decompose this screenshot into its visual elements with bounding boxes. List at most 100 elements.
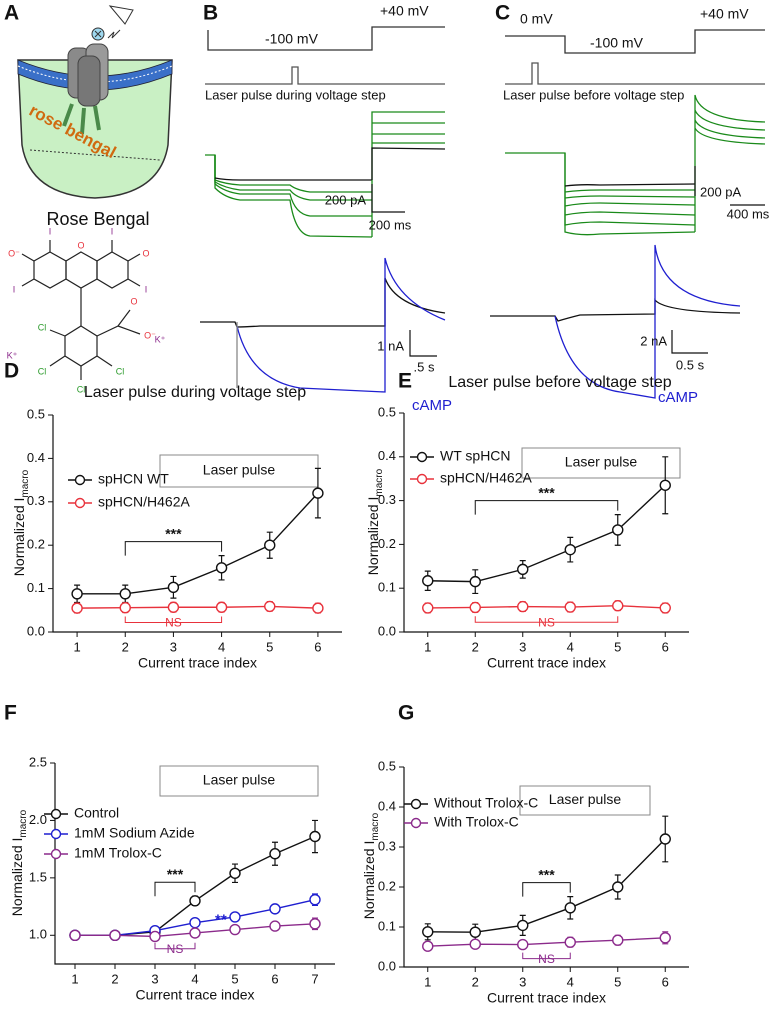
- data-point: [469, 926, 481, 938]
- x-axis-label: Current trace index: [487, 655, 606, 671]
- data-point: [71, 602, 83, 614]
- data-point: [564, 543, 576, 556]
- data-point: [149, 930, 161, 943]
- data-point: [269, 920, 281, 932]
- voltage-label: -100 mV: [265, 31, 319, 47]
- legend-label: spHCN/H462A: [440, 470, 532, 486]
- y-tick-label: 0.3: [378, 838, 396, 853]
- x-tick-label: 6: [662, 974, 669, 989]
- atom-label: I: [111, 226, 114, 236]
- data-point: [309, 918, 321, 930]
- chart-title: Laser pulse before voltage step: [448, 374, 671, 391]
- data-point: [69, 929, 81, 941]
- panel-c-traces: [490, 29, 766, 399]
- series-line: [77, 605, 318, 609]
- data-point: [229, 923, 241, 936]
- axes: [403, 413, 689, 633]
- y-tick-label: 1.0: [29, 927, 47, 942]
- data-point: [564, 601, 576, 613]
- y-axis-label-sub: macro: [370, 812, 381, 840]
- x-tick-label: 5: [231, 971, 238, 986]
- data-point: [264, 600, 276, 613]
- y-axis-label: Normalized Imacro: [361, 812, 381, 919]
- x-tick-label: 7: [311, 971, 318, 986]
- scale-label: 2 nA: [640, 333, 667, 348]
- y-tick-label: 0.3: [27, 493, 45, 508]
- series-line: [427, 937, 666, 947]
- x-tick-label: 3: [519, 974, 526, 989]
- data-point: [612, 934, 624, 946]
- data-point: [119, 601, 131, 614]
- data-point: [312, 487, 324, 499]
- series-line: [77, 492, 319, 595]
- significance-bracket: [474, 500, 619, 515]
- annotation-box: [159, 765, 319, 797]
- significance-bracket: [474, 616, 619, 623]
- data-point: [189, 916, 201, 929]
- data-point: [517, 563, 529, 576]
- cell-diagram: [17, 5, 173, 199]
- laser-label: Laser pulse during voltage step: [205, 87, 386, 102]
- panel-label: A: [4, 2, 19, 25]
- y-axis-label-main: Normalized I: [11, 498, 27, 577]
- data-point: [564, 936, 576, 948]
- y-tick-label: 0.4: [378, 448, 396, 463]
- x-tick-label: 6: [662, 639, 669, 654]
- x-tick-label: 2: [472, 639, 479, 654]
- data-point: [215, 601, 228, 613]
- y-tick-label: 0.0: [27, 623, 45, 638]
- panel-label: E: [398, 370, 412, 393]
- y-tick-label: 0.1: [378, 580, 396, 595]
- x-tick-label: 4: [567, 639, 574, 654]
- scale-label: 400 ms: [727, 206, 770, 221]
- data-point: [309, 893, 321, 906]
- y-tick-label: 0.2: [378, 536, 396, 551]
- significance-bracket: [124, 541, 223, 556]
- x-tick-label: 4: [191, 971, 198, 986]
- y-axis-label: Normalized Imacro: [9, 809, 29, 916]
- data-point: [71, 588, 83, 600]
- data-point: [269, 903, 281, 915]
- scale-label: 1 nA: [377, 338, 404, 353]
- data-point: [659, 602, 671, 614]
- data-point: [119, 588, 131, 600]
- data-point: [659, 479, 671, 491]
- legend-marker: [50, 828, 62, 840]
- data-point: [229, 911, 241, 923]
- data-point: [612, 881, 624, 893]
- x-tick-label: 5: [614, 974, 621, 989]
- voltage-label: +40 mV: [700, 6, 749, 22]
- annotation-box-label: Laser pulse: [203, 772, 276, 788]
- significance-bracket: [154, 942, 196, 950]
- y-axis-label-sub: macro: [20, 469, 31, 497]
- panel-label: D: [4, 360, 19, 383]
- y-axis-label: Normalized Imacro: [11, 469, 31, 576]
- voltage-label: +40 mV: [380, 3, 429, 19]
- significance-label: **: [215, 912, 227, 929]
- y-tick-label: 0.1: [378, 918, 396, 933]
- x-tick-label: 1: [424, 974, 431, 989]
- atom-label: Cl: [77, 384, 86, 394]
- significance-label: ***: [538, 866, 555, 882]
- significance-label: ***: [165, 525, 182, 541]
- significance-bracket: [124, 616, 223, 623]
- y-tick-label: 1.5: [29, 869, 47, 884]
- atom-label: I: [13, 284, 16, 294]
- voltage-label: -100 mV: [590, 35, 644, 51]
- scale-label: 200 pA: [325, 192, 367, 207]
- x-axis-label: Current trace index: [138, 655, 257, 671]
- series-line: [427, 838, 666, 933]
- atom-label: K⁺: [155, 334, 166, 344]
- atom-label: Cl: [38, 322, 47, 332]
- laser-label: Laser pulse before voltage step: [503, 87, 684, 102]
- annotation-box-label: Laser pulse: [203, 462, 276, 478]
- panel-b-traces: [200, 26, 446, 393]
- y-tick-label: 0.5: [378, 404, 396, 419]
- y-tick-label: 2.0: [29, 812, 47, 827]
- data-point: [517, 919, 529, 932]
- series-line: [427, 484, 666, 583]
- camp-label: cAMP: [658, 389, 698, 406]
- scale-label: 200 ms: [369, 217, 412, 232]
- y-axis-label-main: Normalized I: [361, 841, 377, 920]
